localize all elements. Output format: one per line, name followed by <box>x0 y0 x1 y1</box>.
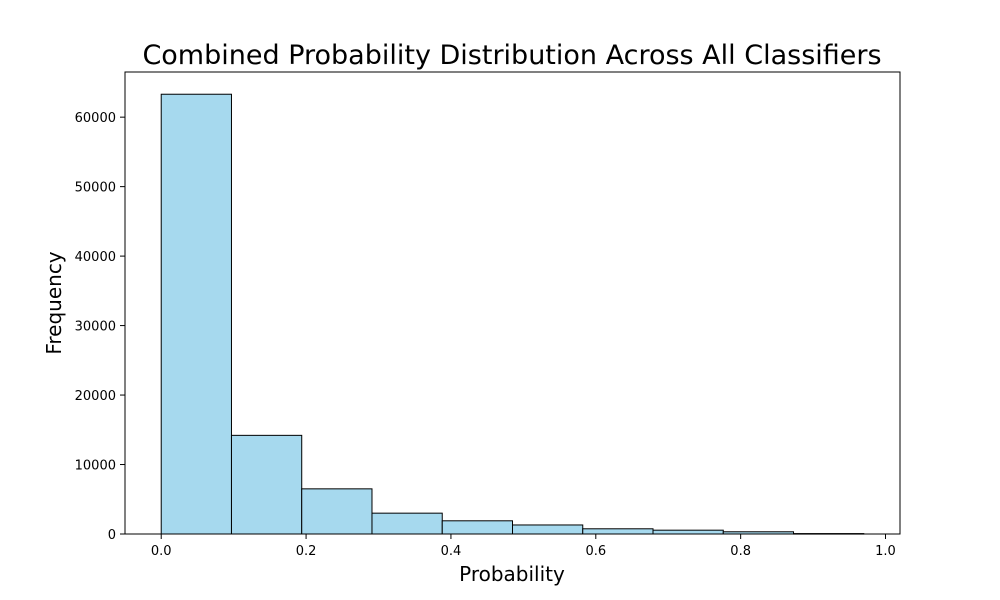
histogram-bar-4 <box>441 520 513 535</box>
y-tick-label: 0 <box>108 528 116 543</box>
histogram-bar-0 <box>160 93 232 535</box>
y-axis-label: Frequency <box>42 251 66 354</box>
x-tick-label: 0.4 <box>441 544 462 559</box>
y-tick-label: 30000 <box>75 320 116 335</box>
histogram-bar-1 <box>230 434 303 535</box>
y-tick-label: 10000 <box>75 459 116 474</box>
x-tick-label: 0.0 <box>151 544 172 559</box>
y-tick-label: 60000 <box>75 111 116 126</box>
x-ticks-layer: 0.0 0.2 0.4 0.6 0.8 1.0 <box>151 534 896 559</box>
y-tick-label: 50000 <box>75 181 116 196</box>
y-tick-label: 40000 <box>75 250 116 265</box>
x-axis-label: Probability <box>459 562 565 586</box>
histogram-bar-5 <box>512 524 584 535</box>
histogram-bar-7 <box>652 529 724 535</box>
histogram-bar-6 <box>582 528 654 535</box>
bars-layer <box>160 93 865 535</box>
x-tick-label: 1.0 <box>875 544 896 559</box>
histogram-bar-3 <box>371 512 443 535</box>
x-tick-label: 0.6 <box>585 544 606 559</box>
histogram-bar-2 <box>301 488 373 535</box>
chart-title: Combined Probability Distribution Across… <box>142 40 881 71</box>
y-tick-label: 20000 <box>75 389 116 404</box>
y-ticks-layer: 0 10000 20000 30000 40000 50000 60000 <box>75 111 125 543</box>
histogram-bar-8 <box>722 531 795 535</box>
histogram-bar-9 <box>793 533 865 535</box>
x-tick-label: 0.8 <box>730 544 751 559</box>
x-tick-label: 0.2 <box>296 544 317 559</box>
